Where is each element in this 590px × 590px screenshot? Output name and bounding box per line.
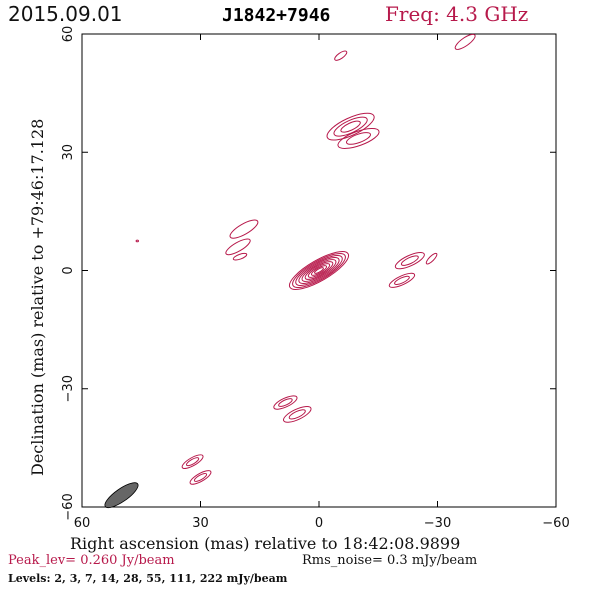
contour-core xyxy=(295,255,343,286)
contour-core xyxy=(298,257,340,284)
contour-cS2 xyxy=(288,409,306,420)
epoch-date: 2015.09.01 xyxy=(8,2,123,26)
contour-c30a xyxy=(340,120,361,133)
y-axis-label: Declination (mas) relative to +79:46:17.… xyxy=(28,118,47,476)
x-tick-label: −60 xyxy=(542,516,569,531)
contour-c30b xyxy=(346,132,371,145)
contour-levels: Levels: 2, 3, 7, 14, 28, 55, 111, 222 mJ… xyxy=(8,572,288,585)
beam-layer xyxy=(104,482,139,509)
contour-core xyxy=(301,259,337,282)
source-name: J1842+7946 xyxy=(222,5,331,26)
contour-core xyxy=(314,267,324,274)
y-tick-label: 60 xyxy=(61,26,76,43)
contour-cS1 xyxy=(278,398,293,407)
contour-cW2 xyxy=(388,272,416,288)
contour-cS3 xyxy=(186,457,200,467)
contour-cS2 xyxy=(282,406,312,423)
y-tick-label: −30 xyxy=(61,375,76,402)
contour-cE3 xyxy=(232,252,248,261)
contour-cW1 xyxy=(394,252,425,270)
contour-cE2 xyxy=(225,238,251,256)
y-tick-label: 0 xyxy=(61,266,76,274)
contour-cS3 xyxy=(181,454,204,470)
y-tick-label: 30 xyxy=(61,144,76,161)
contour-core xyxy=(307,263,331,278)
x-tick-label: −30 xyxy=(424,516,451,531)
beam-ellipse xyxy=(104,482,139,509)
rms-noise: Rms_noise= 0.3 mJy/beam xyxy=(302,553,478,568)
peak-level: Peak_lev= 0.260 Jy/beam xyxy=(8,553,175,568)
contour-cS4 xyxy=(193,472,208,482)
contour-cE1 xyxy=(229,219,259,239)
y-tick-label: −60 xyxy=(61,493,76,520)
contour-cW1 xyxy=(400,255,419,266)
contour-cW3 xyxy=(425,252,438,265)
axis-ticks: 60 30 0 −30 −60 −60 −30 0 30 60 xyxy=(61,26,570,531)
contour-c60 xyxy=(454,33,476,50)
contour-cW2 xyxy=(394,275,410,285)
contour-core xyxy=(310,265,328,276)
contour-core xyxy=(304,261,334,280)
contour-c30b xyxy=(337,127,380,149)
contour-c55 xyxy=(334,50,348,61)
contour-cS4 xyxy=(189,470,212,485)
contour-cS1 xyxy=(273,395,298,410)
contour-layer xyxy=(135,33,476,485)
x-tick-label: 0 xyxy=(315,516,323,531)
frequency-label: Freq: 4.3 GHz xyxy=(385,2,529,26)
x-axis-label: Right ascension (mas) relative to 18:42:… xyxy=(70,534,461,553)
contour-core xyxy=(288,251,350,290)
contour-c30a xyxy=(333,116,368,137)
contour-c30a xyxy=(326,112,375,141)
contour-dot xyxy=(135,239,139,243)
plot-frame xyxy=(81,33,557,508)
x-tick-label: 60 xyxy=(74,516,91,531)
contour-core xyxy=(292,253,346,288)
x-tick-label: 30 xyxy=(192,516,209,531)
